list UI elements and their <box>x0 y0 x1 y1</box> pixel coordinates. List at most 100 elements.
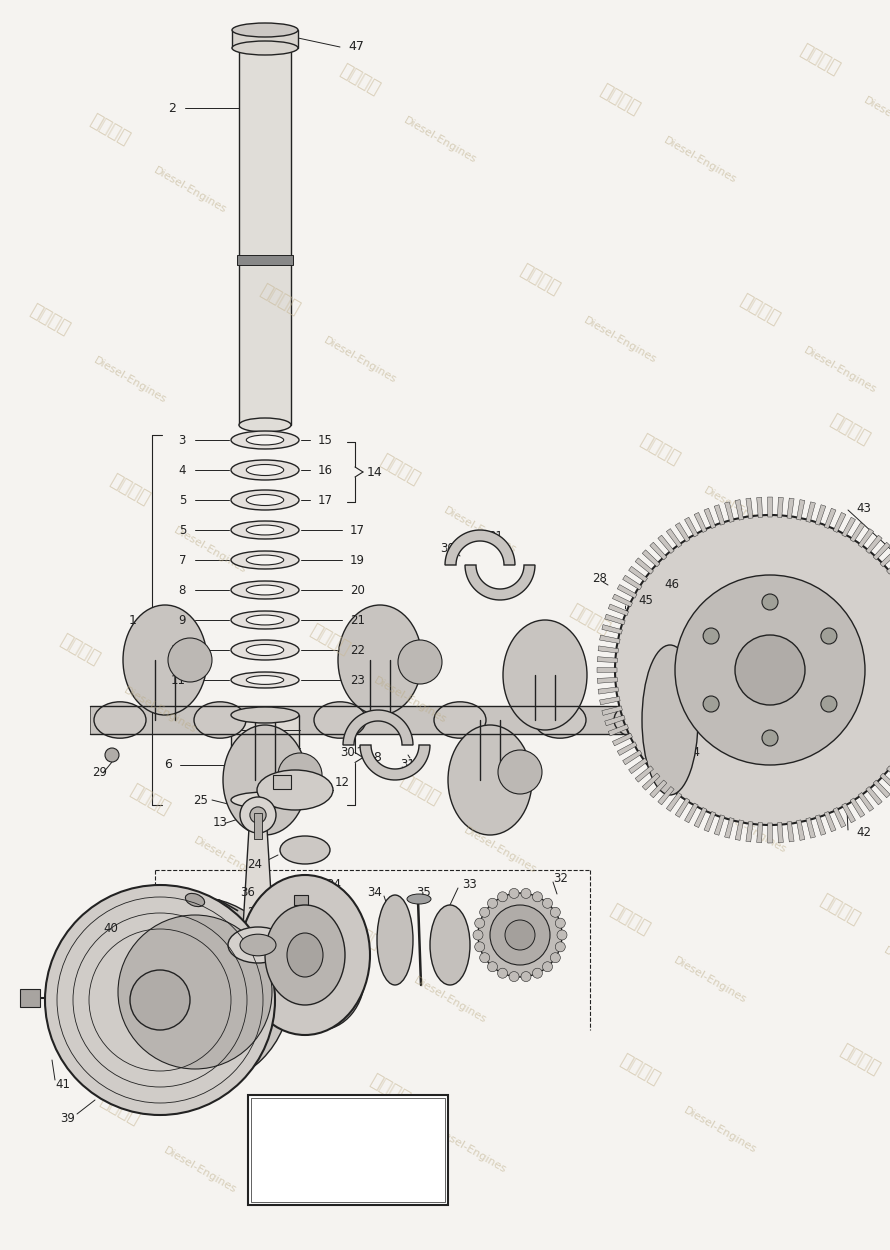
Polygon shape <box>643 550 660 566</box>
Polygon shape <box>767 498 773 518</box>
Text: 15: 15 <box>318 434 333 446</box>
Polygon shape <box>797 500 805 520</box>
Polygon shape <box>850 798 865 818</box>
Circle shape <box>762 594 778 610</box>
Text: 24: 24 <box>247 859 262 871</box>
Polygon shape <box>833 808 846 828</box>
Text: 紫发动力: 紫发动力 <box>847 731 890 769</box>
Text: 紫发动力: 紫发动力 <box>367 1071 413 1109</box>
Text: Diesel-Engines: Diesel-Engines <box>432 1125 508 1175</box>
Text: 紫发动力: 紫发动力 <box>127 781 174 819</box>
Text: 30: 30 <box>340 745 355 759</box>
Polygon shape <box>635 558 653 574</box>
Circle shape <box>490 905 550 965</box>
Polygon shape <box>628 566 648 581</box>
Text: 42: 42 <box>856 825 871 839</box>
Polygon shape <box>602 625 622 634</box>
Text: Diesel-Engines: Diesel-Engines <box>582 315 659 365</box>
Polygon shape <box>873 542 890 560</box>
Circle shape <box>521 889 531 899</box>
Ellipse shape <box>642 645 698 795</box>
Text: 30: 30 <box>441 541 455 555</box>
Polygon shape <box>604 614 625 625</box>
Polygon shape <box>842 518 855 538</box>
Polygon shape <box>684 802 698 822</box>
Bar <box>231 715 299 800</box>
Text: Diesel-Engines: Diesel-Engines <box>882 945 890 995</box>
Circle shape <box>488 899 498 909</box>
Circle shape <box>550 952 561 962</box>
Circle shape <box>498 969 507 979</box>
Text: 17: 17 <box>350 524 365 536</box>
Ellipse shape <box>168 638 212 682</box>
Polygon shape <box>243 828 273 928</box>
Circle shape <box>735 635 805 705</box>
Text: Diesel-Engines: Diesel-Engines <box>142 995 218 1045</box>
Polygon shape <box>873 780 890 798</box>
Polygon shape <box>676 522 690 542</box>
Ellipse shape <box>247 615 284 625</box>
Text: 10: 10 <box>171 644 186 656</box>
Text: 28: 28 <box>593 571 608 585</box>
Bar <box>273 775 291 789</box>
Ellipse shape <box>377 895 413 985</box>
Polygon shape <box>602 706 622 715</box>
Polygon shape <box>880 550 890 566</box>
Polygon shape <box>623 575 642 590</box>
Ellipse shape <box>247 465 284 475</box>
Ellipse shape <box>247 555 284 565</box>
Text: Diesel-Engines: Diesel-Engines <box>702 485 778 535</box>
Circle shape <box>675 575 865 765</box>
Polygon shape <box>667 529 682 548</box>
Polygon shape <box>842 802 855 822</box>
Text: 2: 2 <box>168 101 176 115</box>
Polygon shape <box>597 656 618 662</box>
Bar <box>248 1095 448 1205</box>
Ellipse shape <box>338 605 422 715</box>
Bar <box>251 1098 445 1202</box>
Circle shape <box>550 908 561 918</box>
Text: 26: 26 <box>247 905 262 919</box>
Text: 紫发动力: 紫发动力 <box>817 891 863 929</box>
Text: 紫发动力: 紫发动力 <box>376 451 423 489</box>
Ellipse shape <box>498 750 542 794</box>
Polygon shape <box>824 811 836 831</box>
Polygon shape <box>612 734 633 746</box>
Polygon shape <box>598 688 619 694</box>
Text: Diesel-Engines: Diesel-Engines <box>162 1145 239 1195</box>
Circle shape <box>253 798 267 812</box>
Circle shape <box>105 748 119 762</box>
Polygon shape <box>850 522 865 542</box>
Polygon shape <box>618 741 637 755</box>
Polygon shape <box>667 792 682 811</box>
Polygon shape <box>746 498 753 519</box>
Circle shape <box>557 930 567 940</box>
Ellipse shape <box>231 611 299 629</box>
Text: 18: 18 <box>367 751 383 764</box>
Polygon shape <box>635 766 653 782</box>
Polygon shape <box>597 668 617 672</box>
Polygon shape <box>735 500 743 520</box>
Text: Diesel-Engines: Diesel-Engines <box>372 675 449 725</box>
Text: 紫发动力: 紫发动力 <box>77 941 123 979</box>
Circle shape <box>240 798 276 832</box>
Circle shape <box>480 952 490 962</box>
Ellipse shape <box>247 495 284 505</box>
Text: VME Parts Sweden AB: VME Parts Sweden AB <box>284 1181 412 1194</box>
Ellipse shape <box>231 460 299 480</box>
Polygon shape <box>658 786 674 805</box>
Polygon shape <box>608 724 628 736</box>
Polygon shape <box>343 710 413 745</box>
Polygon shape <box>756 822 763 842</box>
Circle shape <box>118 915 272 1069</box>
Text: Diesel-Engines: Diesel-Engines <box>682 1105 758 1155</box>
Polygon shape <box>676 798 690 818</box>
Text: Diesel-Engines: Diesel-Engines <box>862 95 890 145</box>
Polygon shape <box>866 535 882 554</box>
Ellipse shape <box>534 701 586 739</box>
Circle shape <box>100 898 290 1088</box>
Text: 5: 5 <box>179 494 186 506</box>
Text: 14: 14 <box>368 465 383 479</box>
Text: 紫发动力: 紫发动力 <box>837 1041 883 1079</box>
Polygon shape <box>858 529 874 548</box>
